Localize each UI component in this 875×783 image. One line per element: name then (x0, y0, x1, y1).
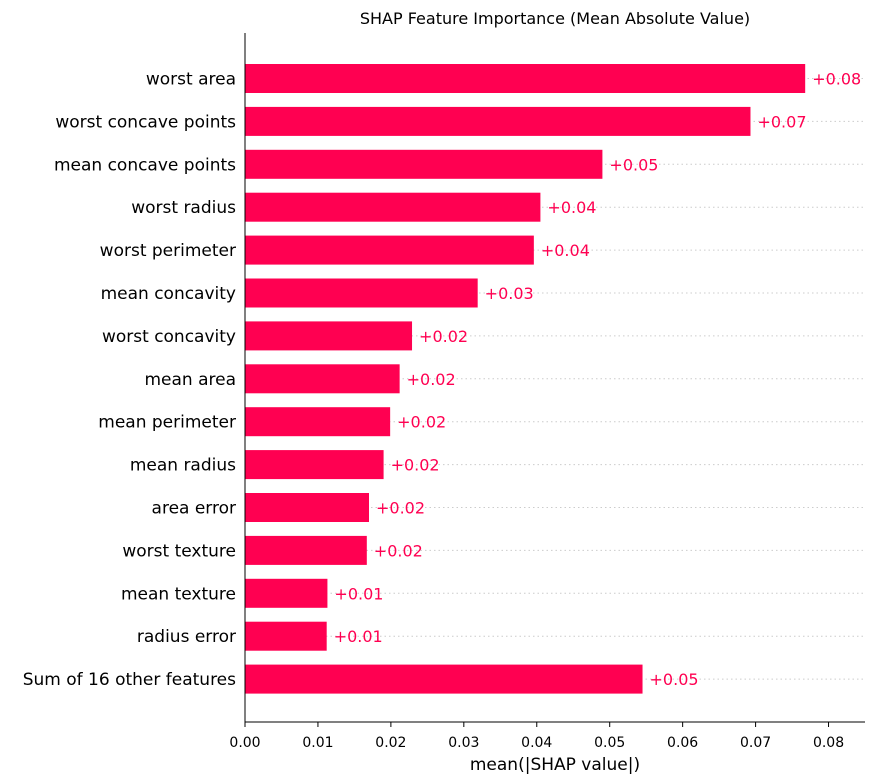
value-label: +0.02 (407, 370, 456, 389)
bar (245, 535, 367, 565)
bars-layer (245, 64, 806, 694)
bar (245, 64, 806, 93)
category-label: Sum of 16 other features (23, 670, 236, 690)
value-label: +0.07 (757, 112, 806, 131)
bar (245, 407, 391, 437)
value-label: +0.05 (609, 155, 658, 174)
value-label: +0.02 (391, 456, 440, 475)
x-tick-label: 0.01 (302, 735, 333, 751)
category-label: worst texture (122, 541, 236, 561)
x-tick-label: 0.04 (521, 735, 552, 751)
bar (245, 450, 384, 480)
category-label: area error (152, 499, 236, 519)
category-label: mean texture (121, 584, 236, 604)
value-label: +0.03 (485, 284, 534, 303)
bar (245, 493, 369, 522)
value-label: +0.08 (812, 70, 861, 89)
value-label: +0.04 (547, 198, 596, 217)
bar (245, 106, 751, 136)
x-tick-label: 0.06 (667, 735, 698, 751)
bar (245, 321, 413, 351)
x-axis-label: mean(|SHAP value|) (470, 755, 640, 775)
category-label: mean radius (130, 456, 236, 476)
category-label: mean area (144, 370, 236, 390)
x-tick-label: 0.05 (594, 735, 625, 751)
x-tick-label: 0.07 (740, 735, 771, 751)
bar (245, 278, 478, 308)
category-label: mean concavity (101, 284, 236, 304)
value-label: +0.01 (334, 627, 383, 646)
value-label: +0.02 (397, 413, 446, 432)
value-label: +0.04 (541, 241, 590, 260)
category-label: mean concave points (54, 155, 236, 175)
bar (245, 364, 400, 394)
category-label: radius error (137, 627, 236, 647)
category-label: worst concave points (55, 112, 236, 132)
x-axis-ticks: 0.00 0.01 0.02 0.03 0.04 0.05 0.06 0.07 0.08 (229, 722, 844, 751)
x-tick-label: 0.08 (813, 735, 844, 751)
chart-title: SHAP Feature Importance (Mean Absolute V… (360, 9, 750, 28)
bar (245, 192, 541, 222)
labels-layer: worst area +0.08 worst concave points +0.07… (23, 70, 862, 691)
category-label: worst radius (131, 198, 236, 218)
bar (245, 235, 534, 265)
bar (245, 621, 327, 651)
category-label: worst perimeter (100, 241, 236, 261)
x-tick-label: 0.03 (448, 735, 479, 751)
bar (245, 578, 328, 608)
category-label: worst concavity (102, 327, 236, 347)
x-tick-label: 0.00 (229, 735, 260, 751)
bar (245, 664, 643, 694)
value-label: +0.01 (334, 584, 383, 603)
bar (245, 149, 603, 179)
category-label: mean perimeter (98, 413, 236, 433)
value-label: +0.02 (374, 541, 423, 560)
value-label: +0.02 (376, 499, 425, 518)
value-label: +0.02 (419, 327, 468, 346)
value-label: +0.05 (650, 670, 699, 689)
category-label: worst area (146, 70, 236, 90)
x-tick-label: 0.02 (375, 735, 406, 751)
